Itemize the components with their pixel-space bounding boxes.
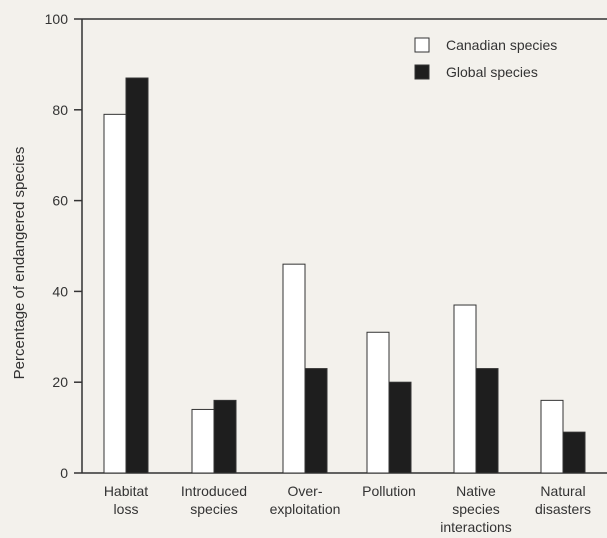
bar-global <box>388 381 412 474</box>
y-tick-label: 100 <box>45 11 69 27</box>
x-category-label: Introduced species <box>181 483 247 517</box>
x-category-label-line: Introduced <box>181 483 247 499</box>
y-tick-label: 80 <box>52 102 68 118</box>
bars <box>103 77 586 474</box>
bar-global <box>304 368 328 474</box>
x-category-label-line: species <box>190 501 237 517</box>
bar-global <box>213 399 237 474</box>
bar-global <box>475 368 499 474</box>
legend-label: Canadian species <box>446 37 557 53</box>
bar-canadian <box>453 304 477 474</box>
x-category-label-line: loss <box>114 501 139 517</box>
x-category-label-line: Habitat <box>104 483 148 499</box>
x-category-label-line: disasters <box>535 501 591 517</box>
x-category-label: Native species interactions <box>440 483 512 535</box>
y-axis: 0 20 40 60 80 100 <box>45 11 82 481</box>
y-tick-label: 60 <box>52 193 68 209</box>
y-axis-title: Percentage of endangered species <box>11 147 28 380</box>
bar-canadian <box>540 399 564 474</box>
legend: Canadian species Global species <box>414 37 557 80</box>
x-category-label: Habitat loss <box>104 483 148 517</box>
x-category-label-line: interactions <box>440 519 512 535</box>
bar-global <box>562 431 586 474</box>
bar-canadian <box>191 408 215 474</box>
x-category-label-line: species <box>452 501 499 517</box>
legend-swatch <box>414 37 430 53</box>
y-tick-label: 20 <box>52 374 68 390</box>
x-category-label-line: exploitation <box>270 501 341 517</box>
x-category-label-line: Native <box>456 483 496 499</box>
bar-canadian <box>282 263 306 474</box>
x-category-label: Over-exploitation <box>270 483 341 517</box>
bar-canadian <box>103 113 127 474</box>
legend-label: Global species <box>446 64 538 80</box>
x-axis: Habitat loss Introduced species Over-exploit… <box>104 483 591 535</box>
x-category-label: Pollution <box>362 483 416 499</box>
x-category-label-line: Natural <box>540 483 585 499</box>
y-tick-label: 0 <box>60 465 68 481</box>
x-category-label: Natural disasters <box>535 483 591 517</box>
bar-global <box>125 77 149 474</box>
y-tick-label: 40 <box>52 283 68 299</box>
x-category-label-line: Pollution <box>362 483 416 499</box>
x-category-label-line: Over- <box>288 483 323 499</box>
legend-swatch <box>414 64 430 80</box>
plot-area <box>81 18 607 474</box>
bar-canadian <box>366 331 390 474</box>
